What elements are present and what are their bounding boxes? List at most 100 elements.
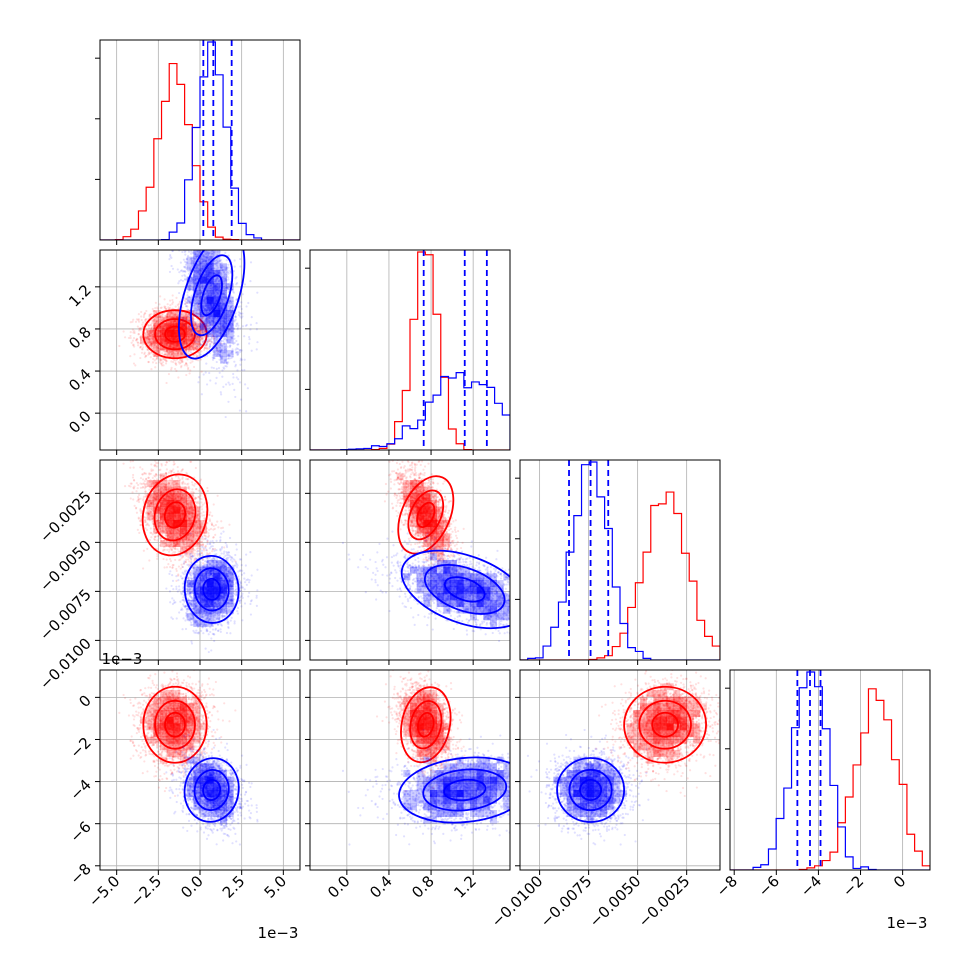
sample-point bbox=[156, 346, 160, 350]
sample-point bbox=[150, 342, 153, 345]
sample-point bbox=[189, 344, 192, 348]
sample-point bbox=[141, 347, 144, 351]
density-cell bbox=[173, 316, 181, 324]
sample-point bbox=[196, 292, 200, 296]
sample-point bbox=[228, 327, 231, 330]
sample-point bbox=[150, 345, 153, 348]
sample-point bbox=[161, 319, 164, 322]
sample-point bbox=[204, 371, 207, 374]
sample-point bbox=[170, 352, 173, 356]
sample-point bbox=[221, 276, 224, 279]
sample-point bbox=[167, 562, 170, 566]
sample-point bbox=[193, 237, 195, 239]
sample-point bbox=[195, 312, 198, 315]
sample-point bbox=[187, 324, 190, 328]
sample-point bbox=[209, 237, 211, 239]
sample-point bbox=[203, 323, 206, 326]
sample-point bbox=[203, 307, 206, 311]
sample-point bbox=[170, 311, 173, 315]
sample-point bbox=[138, 493, 141, 496]
sample-point bbox=[148, 315, 151, 318]
sample-point bbox=[199, 353, 202, 356]
sample-point bbox=[197, 340, 200, 343]
sample-point bbox=[194, 323, 197, 326]
sample-point bbox=[189, 288, 192, 291]
sample-point bbox=[153, 343, 157, 347]
sample-point bbox=[132, 473, 135, 477]
sample-point bbox=[208, 339, 211, 342]
sample-point bbox=[225, 348, 228, 351]
sample-point bbox=[195, 295, 199, 299]
sample-point bbox=[212, 366, 215, 370]
sample-point bbox=[164, 315, 167, 318]
sample-point bbox=[196, 318, 200, 321]
sample-point bbox=[230, 352, 233, 355]
sample-point bbox=[197, 235, 199, 237]
sample-point bbox=[137, 319, 140, 322]
sample-point bbox=[224, 286, 228, 290]
sample-point bbox=[132, 362, 136, 365]
sample-point bbox=[166, 350, 169, 353]
density-cell bbox=[193, 323, 201, 331]
sample-point bbox=[220, 264, 223, 268]
sample-point bbox=[179, 353, 182, 356]
sample-point bbox=[137, 341, 140, 345]
sample-point bbox=[162, 353, 166, 357]
sample-point bbox=[202, 320, 205, 323]
sample-point bbox=[203, 347, 206, 350]
sample-point bbox=[203, 329, 206, 333]
sample-point bbox=[148, 343, 152, 347]
sample-point bbox=[195, 341, 198, 344]
sample-point bbox=[216, 330, 219, 333]
sample-point bbox=[234, 277, 237, 280]
sample-point bbox=[188, 330, 191, 333]
panel-content bbox=[310, 250, 510, 450]
sample-point bbox=[227, 309, 230, 313]
sample-point bbox=[208, 339, 211, 343]
panel-content bbox=[118, 210, 259, 419]
sample-point bbox=[222, 292, 225, 295]
sample-point bbox=[157, 334, 160, 338]
sample-point bbox=[228, 328, 231, 331]
sample-point bbox=[245, 323, 248, 327]
sample-point bbox=[223, 277, 226, 280]
sample-point bbox=[151, 338, 154, 341]
sample-point bbox=[202, 300, 205, 303]
sample-point bbox=[147, 324, 150, 327]
sample-point bbox=[194, 267, 198, 271]
sample-point bbox=[151, 319, 154, 322]
sample-point bbox=[201, 266, 204, 269]
sample-point bbox=[134, 364, 137, 367]
sample-point bbox=[223, 268, 226, 271]
sample-point bbox=[153, 325, 157, 328]
sample-point bbox=[188, 328, 192, 332]
sample-point bbox=[168, 314, 171, 318]
density-cell bbox=[220, 350, 227, 357]
sample-point bbox=[144, 332, 147, 335]
sample-point bbox=[173, 312, 176, 315]
density-cell bbox=[193, 270, 201, 277]
sample-point bbox=[151, 319, 154, 322]
sample-point bbox=[209, 258, 212, 261]
sample-point bbox=[219, 265, 222, 269]
y-tick-label: 1.2 bbox=[65, 281, 95, 311]
sample-point bbox=[204, 259, 207, 262]
sample-point bbox=[219, 245, 221, 247]
sample-point bbox=[151, 330, 154, 333]
sample-point bbox=[184, 297, 187, 301]
sample-point bbox=[188, 210, 190, 212]
sample-point bbox=[189, 338, 192, 341]
sample-point bbox=[153, 325, 156, 329]
sample-point bbox=[231, 382, 234, 385]
sample-point bbox=[178, 280, 181, 283]
sample-point bbox=[189, 335, 193, 338]
sample-point bbox=[183, 270, 187, 273]
density-cell bbox=[220, 343, 227, 351]
sample-point bbox=[134, 320, 138, 323]
sample-point bbox=[212, 247, 214, 249]
sample-point bbox=[168, 351, 171, 354]
sample-point bbox=[196, 277, 199, 280]
sample-point bbox=[152, 326, 155, 330]
sample-point bbox=[227, 311, 230, 314]
sample-point bbox=[141, 457, 143, 459]
